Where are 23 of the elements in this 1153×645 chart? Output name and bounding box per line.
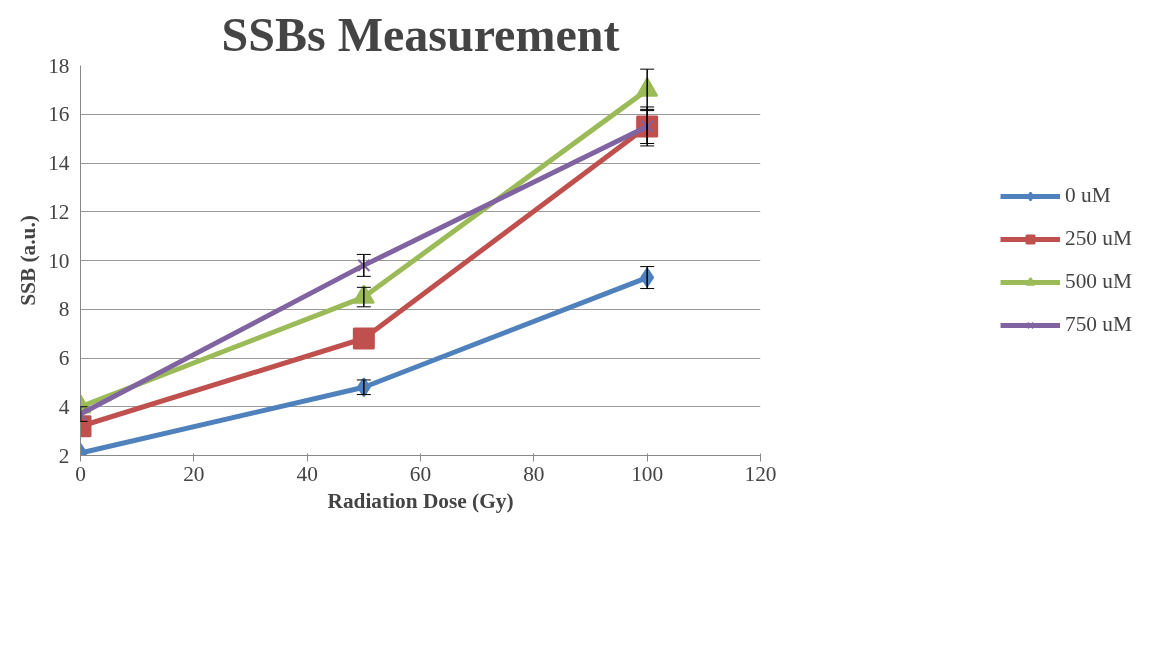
y-tick-label: 8 [58, 297, 70, 322]
y-tick-label: 14 [48, 151, 70, 175]
x-tick-label: 60 [409, 461, 432, 486]
x-tick-label: 120 [744, 461, 777, 486]
y-tick-label: 16 [48, 102, 70, 127]
chart-title: SSBs Measurement [221, 7, 620, 61]
x-tick-label: 80 [523, 461, 545, 486]
x-axis-title: Radiation Dose (Gy) [327, 488, 514, 513]
x-tick-label: 100 [631, 461, 664, 486]
y-axis-title: SSB (a.u.) [16, 215, 41, 306]
x-tick-label: 0 [75, 461, 86, 486]
x-tick-label: 20 [183, 461, 205, 486]
y-tick-label: 10 [48, 248, 70, 273]
y-tick-label: 4 [58, 394, 70, 419]
y-tick-label: 12 [48, 199, 70, 224]
legend-label: 0 uM [1065, 183, 1111, 208]
y-tick-label: 6 [58, 346, 70, 370]
legend-label: 250 uM [1065, 226, 1132, 251]
y-tick-label: 18 [48, 53, 70, 78]
legend-label: 500 uM [1065, 269, 1132, 294]
x-tick-label: 40 [296, 461, 318, 486]
y-tick-label: 2 [58, 443, 70, 468]
legend-label: 750 uM [1065, 312, 1132, 337]
